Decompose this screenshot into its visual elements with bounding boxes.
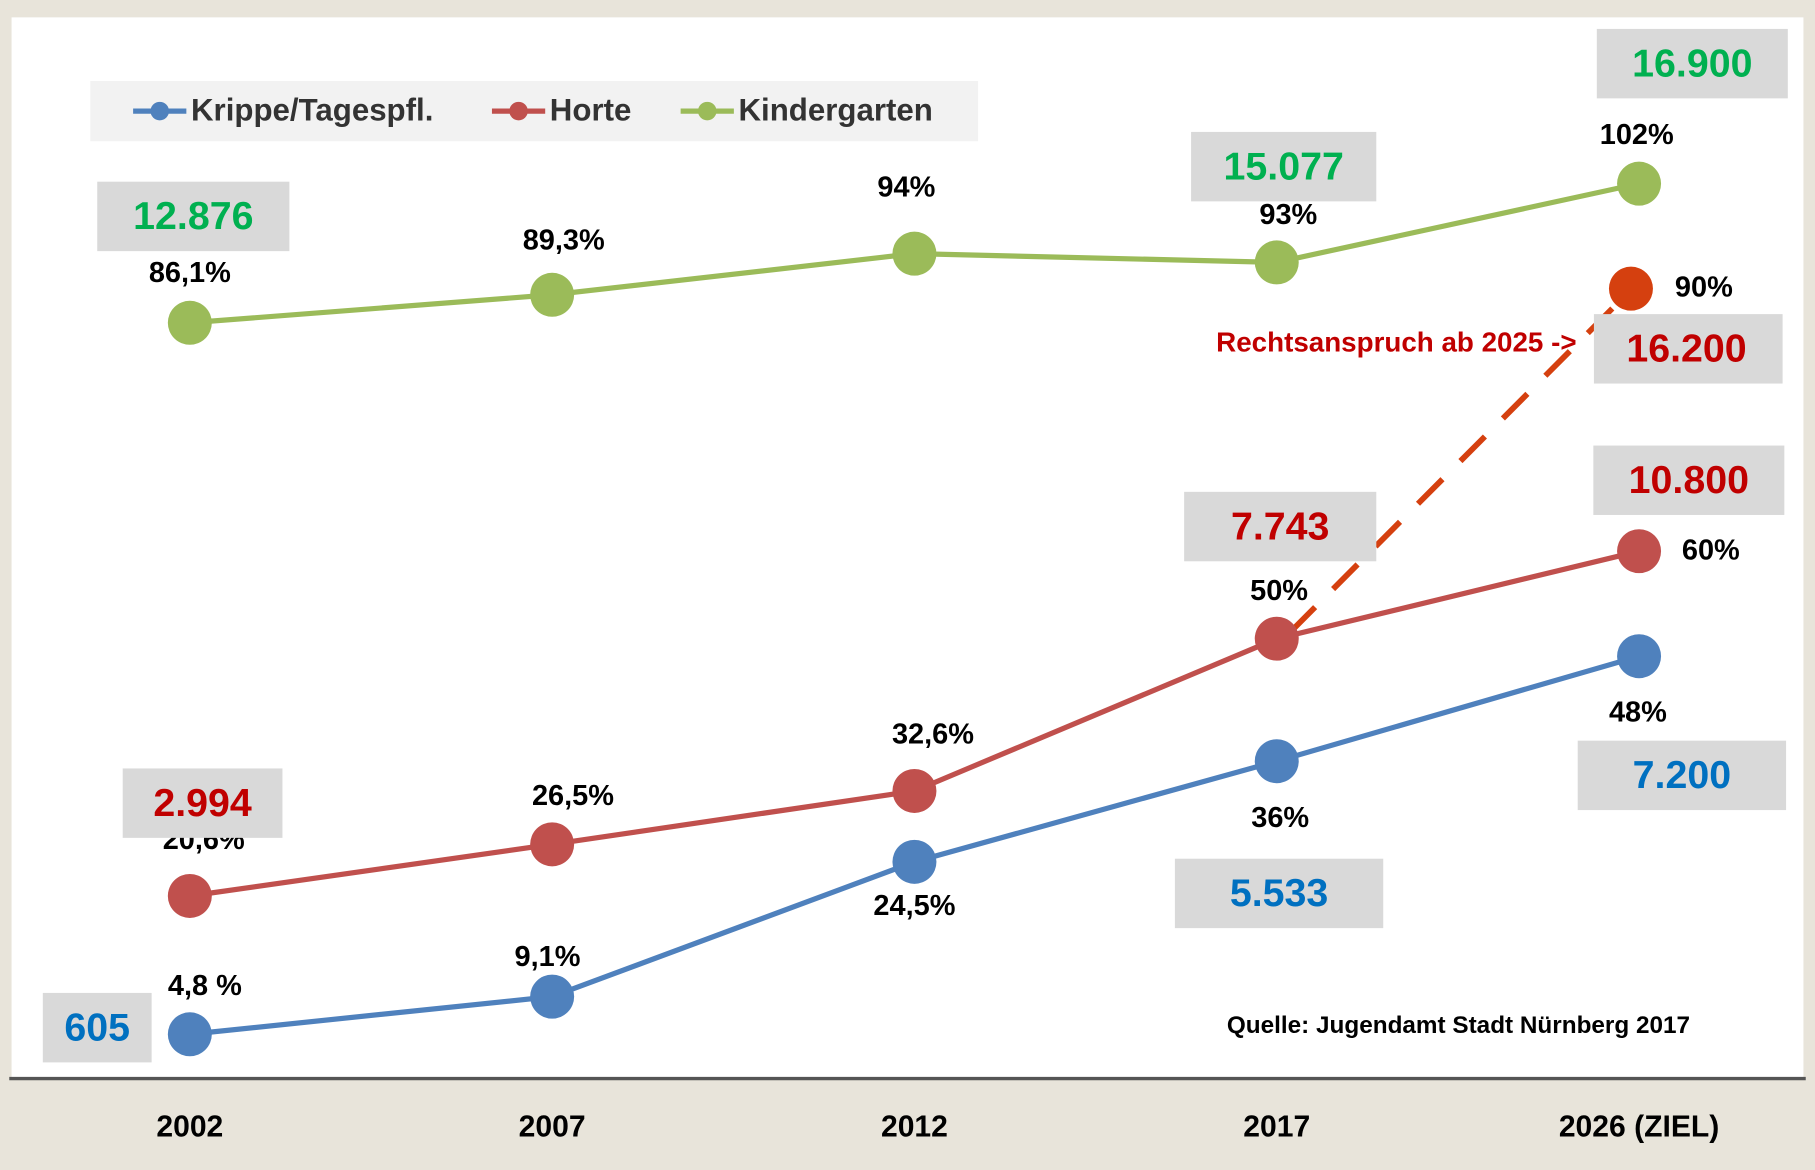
- value-label: 60%: [1682, 535, 1740, 567]
- data-point: [1617, 529, 1662, 574]
- plot-area: [11, 17, 1804, 1079]
- data-point: [530, 822, 575, 867]
- legend-marker: [697, 101, 717, 121]
- data-point: [1617, 161, 1662, 206]
- count-box: [1593, 314, 1783, 384]
- data-point: [530, 974, 575, 1019]
- count-box: [1593, 445, 1785, 515]
- value-label: 89,3%: [523, 225, 605, 257]
- projection-point: [1608, 266, 1653, 311]
- value-label: 32,6%: [892, 719, 974, 751]
- data-point: [892, 768, 937, 813]
- legend-label: Krippe/Tagespfl.: [191, 93, 433, 128]
- value-label: 36%: [1251, 802, 1309, 834]
- data-point: [167, 873, 212, 918]
- annotation: Rechtsanspruch ab 2025 ->: [1216, 327, 1576, 358]
- count-label: 12.876: [133, 194, 253, 238]
- count-box: [42, 992, 152, 1063]
- count-box: [1577, 740, 1787, 811]
- value-label: 4,8 %: [168, 970, 242, 1002]
- data-point: [530, 272, 575, 317]
- count-box: [1184, 491, 1377, 562]
- value-label: 94%: [877, 171, 935, 203]
- data-point: [1617, 634, 1662, 679]
- value-label: 48%: [1609, 697, 1667, 729]
- data-point: [1254, 739, 1299, 784]
- legend-marker: [509, 101, 528, 121]
- count-label: 5.533: [1230, 871, 1328, 915]
- count-box: [1596, 28, 1788, 99]
- x-tick-label: 2017: [1243, 1110, 1310, 1143]
- count-box: [1174, 858, 1384, 929]
- count-label: 2.994: [153, 781, 252, 825]
- x-tick-label: 2007: [519, 1110, 586, 1143]
- legend-label: Kindergarten: [739, 93, 933, 128]
- count-box: [1191, 131, 1377, 202]
- value-label: 102%: [1600, 119, 1674, 151]
- data-point: [892, 231, 937, 276]
- legend-marker: [150, 101, 169, 121]
- value-label: 24,5%: [873, 890, 955, 922]
- value-label: 26,5%: [532, 780, 614, 812]
- data-point: [167, 300, 212, 345]
- value-label: 50%: [1250, 575, 1308, 607]
- count-box: [97, 181, 290, 252]
- count-label: 7.743: [1231, 504, 1329, 548]
- data-point: [892, 839, 937, 884]
- value-label: 9,1%: [515, 941, 581, 973]
- count-label: 605: [64, 1005, 130, 1049]
- value-label: 86,1%: [149, 257, 231, 289]
- count-label: 16.900: [1632, 41, 1752, 85]
- x-tick-label: 2026 (ZIEL): [1559, 1110, 1719, 1143]
- x-tick-label: 2012: [881, 1110, 948, 1143]
- data-point: [167, 1012, 212, 1057]
- source: Quelle: Jugendamt Stadt Nürnberg 2017: [1227, 1012, 1690, 1039]
- count-label: 10.800: [1629, 458, 1749, 502]
- count-label: 16.200: [1626, 327, 1746, 371]
- data-point: [1254, 616, 1299, 661]
- legend-label: Horte: [550, 93, 632, 128]
- value-label: 93%: [1259, 199, 1317, 231]
- data-point: [1254, 240, 1299, 285]
- count-label: 15.077: [1224, 144, 1344, 188]
- count-label: 7.200: [1633, 753, 1731, 797]
- value-label: 90%: [1675, 271, 1733, 303]
- x-tick-label: 2002: [156, 1110, 223, 1143]
- projection-line: [1288, 302, 1618, 634]
- count-box: [122, 768, 283, 838]
